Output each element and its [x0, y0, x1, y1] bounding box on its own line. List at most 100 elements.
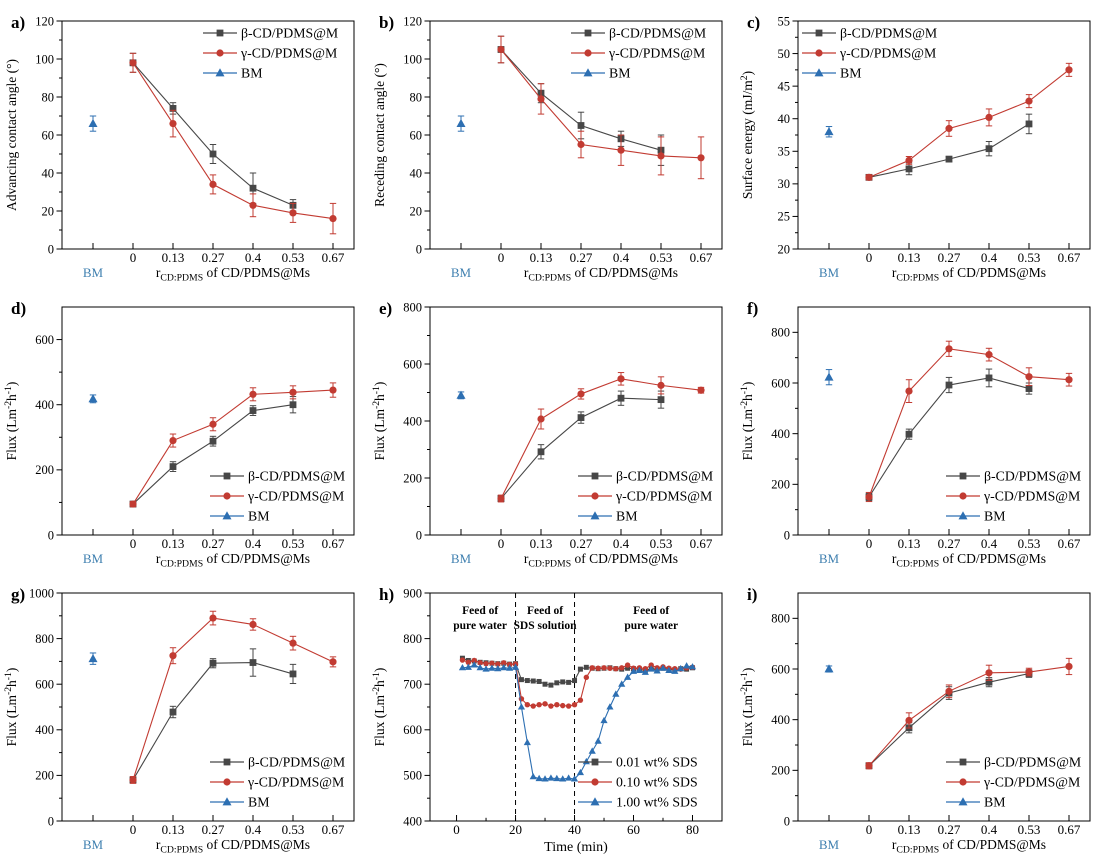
legend: β-CD/PDMS@M γ-CD/PDMS@M BM	[578, 469, 713, 524]
annotation: Feed of pure water	[624, 605, 678, 632]
legend-label: β-CD/PDMS@M	[984, 469, 1081, 484]
y-tick-label: 400	[403, 814, 422, 828]
panel-letter: c)	[747, 13, 760, 32]
y-tick-label: 25	[778, 210, 791, 224]
legend-label: γ-CD/PDMS@M	[983, 775, 1080, 790]
y-tick-label: 45	[778, 79, 791, 93]
x-axis-title: rCD:PDMS of CD/PDMS@Ms	[156, 265, 310, 284]
x-axis: BM 0 0.13 0.27 0.4 0.53 0.67 rCD:PDMS of CD/PDM…	[83, 815, 345, 856]
y-tick-label: 600	[403, 723, 422, 737]
annotation: Feed of SDS solution	[514, 605, 578, 632]
y-tick-label: 20	[410, 204, 423, 218]
y-axis-title: Receding contact angle (°)	[372, 63, 387, 207]
legend-label: γ-CD/PDMS@M	[247, 775, 344, 790]
panel-b: 0 20 40 60 80 100 120 BM 0 0.13 0.27 0.4 0.53 0.67 rCD…	[368, 0, 736, 286]
legend: 0.01 wt% SDS 0.10 wt% SDS 1.00 wt% SDS	[578, 755, 698, 810]
y-axis: 20 25 30 35 40 45 50 55	[778, 14, 798, 256]
y-axis-title: Flux (Lm-2h-1)	[371, 668, 387, 747]
y-axis: 0 200 400 600 800	[771, 326, 798, 542]
y-tick-label: 600	[771, 662, 790, 676]
series-BM	[456, 390, 466, 400]
panel-letter: f)	[747, 299, 758, 318]
panel-h: 400 500 600 700 800 900 0 20 40 60 80 Time (min) Fee…	[368, 572, 736, 858]
y-tick-label: 800	[35, 632, 54, 646]
plot-frame	[61, 306, 355, 536]
chart-f: 0 200 400 600 800 BM 0 0.13 0.27 0.4 0.53 0.67 rCD:P…	[739, 299, 1091, 570]
y-tick-label: 400	[771, 713, 790, 727]
y-tick-label: 80	[410, 90, 423, 104]
x-axis-title: rCD:PDMS of CD/PDMS@Ms	[892, 551, 1046, 570]
annotation-line: Feed of	[462, 605, 498, 617]
annotation-line: SDS solution	[514, 620, 578, 632]
x-tick-label: 0.27	[202, 250, 225, 265]
legend-label: γ-CD/PDMS@M	[983, 489, 1080, 504]
y-axis: 0 200 400 600 800 1000	[29, 586, 62, 828]
y-tick-label: 400	[771, 427, 790, 441]
x-tick-label: 0.4	[245, 536, 262, 551]
x-tick-label: 0.67	[1058, 822, 1081, 837]
y-tick-label: 400	[403, 414, 422, 428]
chart-a: 0 20 40 60 80 100 120 BM 0 0.13 0.27 0.4 0.53 0.67 rCD…	[4, 13, 355, 284]
panel-i: 0 200 400 600 800 BM 0 0.13 0.27 0.4 0.53 0.67 rCD:P…	[736, 572, 1104, 858]
x-axis: BM 0 0.13 0.27 0.4 0.53 0.67 rCD:PDMS of CD/PDM…	[451, 243, 713, 284]
annotation-line: Feed of	[527, 605, 563, 617]
y-axis-title: Flux (Lm-2h-1)	[3, 382, 19, 461]
y-axis-title: Flux (Lm-2h-1)	[371, 382, 387, 461]
series-γ-CD/PDMS@M	[129, 382, 337, 508]
x-axis-title: rCD:PDMS of CD/PDMS@Ms	[892, 837, 1046, 856]
y-tick-label: 800	[403, 632, 422, 646]
y-tick-label: 200	[35, 769, 54, 783]
chart-c: 20 25 30 35 40 45 50 55 BM 0 0.13 0.27 0.4 0.53 0.67 rC…	[739, 13, 1091, 284]
x-tick-label: 0.53	[1018, 536, 1041, 551]
legend-label: γ-CD/PDMS@M	[608, 46, 705, 61]
y-tick-label: 40	[778, 112, 791, 126]
y-tick-label: 0	[48, 528, 54, 542]
x-tick-label: 0	[130, 250, 137, 265]
y-tick-label: 120	[403, 14, 422, 28]
x-tick-label: 0.13	[162, 250, 185, 265]
y-axis: 0 200 400 600	[35, 333, 62, 542]
panel-f: 0 200 400 600 800 BM 0 0.13 0.27 0.4 0.53 0.67 rCD:P…	[736, 286, 1104, 572]
x-tick-label: 0.27	[938, 536, 961, 551]
series-γ-CD/PDMS@M	[129, 610, 337, 784]
x-tick-label: 0.67	[322, 250, 345, 265]
y-tick-label: 0	[48, 242, 54, 256]
x-tick-label-bm: BM	[83, 265, 104, 280]
x-axis: BM 0 0.13 0.27 0.4 0.53 0.67 rCD:PDMS of CD/PDM…	[83, 243, 345, 284]
y-tick-label: 0	[48, 814, 54, 828]
series-0.01 wt% SDS	[459, 655, 696, 688]
legend-label: 1.00 wt% SDS	[616, 795, 698, 810]
x-tick-label: 0.4	[981, 822, 998, 837]
chart-g: 0 200 400 600 800 1000 BM 0 0.13 0.27 0.4 0.53 0.67 r…	[3, 585, 355, 856]
legend-label: 0.10 wt% SDS	[616, 775, 698, 790]
legend: β-CD/PDMS@M γ-CD/PDMS@M BM	[802, 26, 937, 81]
series-γ-CD/PDMS@M	[865, 62, 1073, 181]
y-tick-label: 35	[778, 145, 791, 159]
y-tick-label: 600	[35, 333, 54, 347]
series-γ-CD/PDMS@M	[129, 52, 337, 235]
legend: β-CD/PDMS@M γ-CD/PDMS@M BM	[203, 26, 338, 81]
y-tick-label: 800	[403, 300, 422, 314]
x-tick-label: 0	[866, 822, 873, 837]
y-tick-label: 600	[771, 376, 790, 390]
annotation-line: pure water	[453, 620, 507, 632]
legend-label: β-CD/PDMS@M	[248, 755, 345, 770]
y-tick-label: 1000	[29, 586, 54, 600]
y-tick-label: 100	[403, 52, 422, 66]
panel-letter: g)	[11, 585, 25, 604]
annotation: Feed of pure water	[453, 605, 507, 632]
x-axis: BM 0 0.13 0.27 0.4 0.53 0.67 rCD:PDMS of CD/PDM…	[451, 529, 713, 570]
y-tick-label: 55	[778, 14, 791, 28]
y-tick-label: 200	[35, 463, 54, 477]
x-tick-label: 60	[627, 822, 640, 837]
panel-letter: e)	[379, 299, 392, 318]
y-tick-label: 0	[416, 528, 422, 542]
y-axis: 0 200 400 600 800	[403, 300, 430, 542]
x-tick-label: 0.27	[570, 536, 593, 551]
series-BM	[456, 115, 466, 132]
y-tick-label: 20	[42, 204, 55, 218]
x-tick-label: 0.27	[938, 250, 961, 265]
x-tick-label: 0.67	[322, 536, 345, 551]
y-tick-label: 600	[35, 678, 54, 692]
legend-label: 0.01 wt% SDS	[616, 755, 698, 770]
